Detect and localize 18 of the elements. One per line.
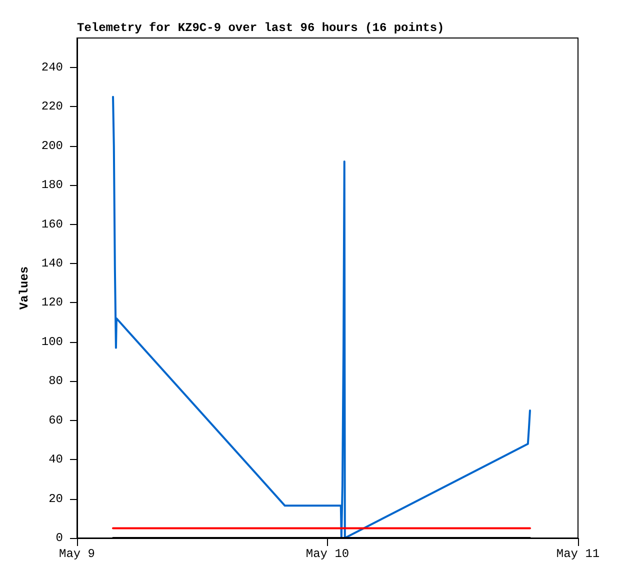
x-tick-label: May 10	[306, 547, 350, 561]
chart-title: Telemetry for KZ9C-9 over last 96 hours (16 points)	[77, 21, 444, 35]
y-tick-label: 60	[48, 413, 63, 428]
y-tick-label: 120	[41, 296, 63, 310]
y-tick-label: 240	[41, 60, 63, 74]
y-tick-label: 180	[41, 178, 63, 192]
y-tick-label: 40	[48, 452, 63, 467]
y-tick-label: 0	[56, 531, 63, 545]
y-tick-label: 140	[41, 256, 63, 270]
y-tick-label: 100	[41, 334, 63, 349]
y-tick-label: 20	[48, 492, 63, 506]
x-tick-label: May 9	[58, 547, 96, 561]
y-tick-label: 160	[41, 217, 63, 232]
x-tick-label: May 11	[556, 547, 600, 561]
y-tick-label: 220	[41, 100, 63, 114]
y-tick-label: 80	[48, 374, 63, 388]
y-axis-title: Values	[17, 266, 32, 310]
y-tick-label: 200	[41, 138, 63, 153]
